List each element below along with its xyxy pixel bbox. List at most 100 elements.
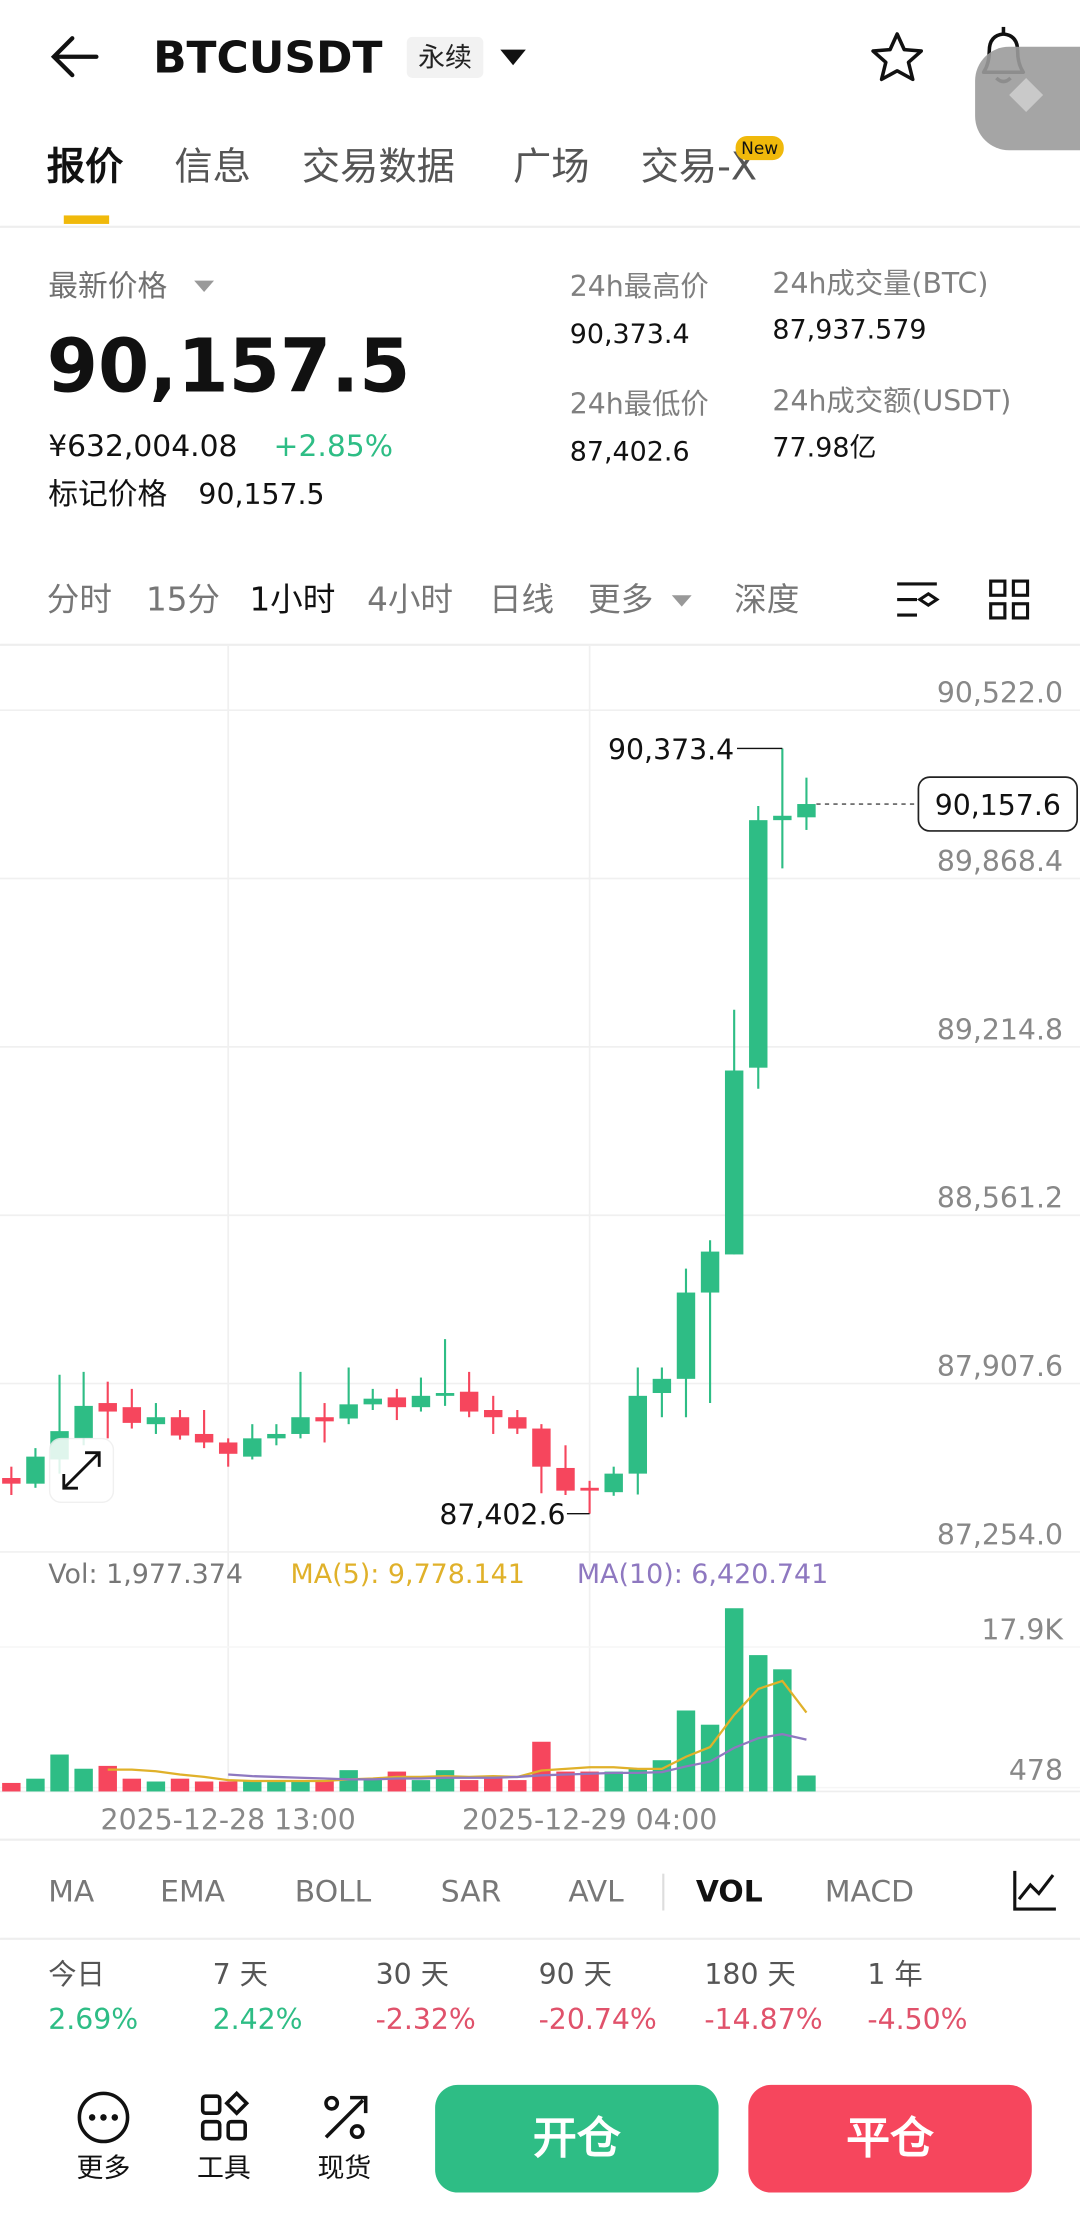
period-change: -14.87%	[704, 2003, 822, 2036]
period-change: -20.74%	[539, 2003, 657, 2036]
volume-bar	[484, 1775, 503, 1792]
candle-body	[773, 815, 792, 821]
low-label: 24h最低价	[570, 387, 709, 420]
timeframe[interactable]: 更多	[588, 581, 653, 619]
tab[interactable]: 交易数据	[302, 145, 455, 190]
chart-settings-icon[interactable]	[897, 582, 940, 617]
volume-bar	[122, 1778, 142, 1792]
timeframe-bar: 分时 15分 1小时 4小时 日线 更多 深度	[47, 581, 800, 619]
period-label: 今日	[48, 1958, 105, 1991]
volume-bar	[532, 1741, 551, 1792]
close-button-bg[interactable]	[748, 2084, 1032, 2193]
favorite-star[interactable]	[871, 32, 924, 82]
candle-body	[435, 1393, 455, 1396]
candle-body	[387, 1397, 407, 1408]
timeframe[interactable]: 1小时	[249, 581, 335, 619]
volume-bar	[676, 1710, 696, 1792]
volume-bar	[628, 1768, 648, 1792]
candle-body	[339, 1404, 358, 1419]
volume-bar	[315, 1780, 334, 1792]
tab-underline	[63, 215, 110, 224]
badge-bg	[406, 36, 484, 78]
more-icon[interactable]	[77, 2091, 130, 2144]
candle-body	[363, 1398, 382, 1405]
volume-bar	[26, 1778, 45, 1792]
volume-bar	[363, 1778, 382, 1792]
y-tick-label: 89,214.8	[937, 1013, 1063, 1046]
expand-icon[interactable]	[48, 1437, 115, 1504]
indicator-tab[interactable]: EMA	[160, 1875, 225, 1910]
volume-bar	[98, 1765, 117, 1792]
vol-usdt-label: 24h成交额(USDT)	[772, 385, 1011, 418]
symbol-dropdown[interactable]	[500, 49, 526, 66]
candle-body	[170, 1417, 190, 1436]
candle-body	[267, 1433, 286, 1439]
vol-btc-label: 24h成交量(BTC)	[772, 267, 988, 300]
indicator-tab[interactable]: BOLL	[295, 1875, 372, 1910]
timeframe[interactable]: 15分	[146, 581, 220, 619]
candle-body	[652, 1378, 672, 1394]
open-button[interactable]: 开仓	[533, 2113, 621, 2164]
volume-bar	[170, 1778, 190, 1792]
tool-label[interactable]: 工具	[197, 2153, 251, 2184]
candle-body	[676, 1292, 696, 1379]
indicator-tab[interactable]: VOL	[696, 1875, 763, 1910]
indicator-tab[interactable]: MACD	[825, 1875, 914, 1910]
volume-bar	[797, 1775, 816, 1792]
vol-usdt-value: 77.98亿	[772, 432, 876, 463]
candle-body	[628, 1395, 648, 1474]
indicator-bar: MAEMABOLLSARAVLVOLMACDR	[48, 1875, 1006, 1910]
volume-bar	[74, 1768, 93, 1792]
candle-body	[580, 1487, 599, 1491]
more-dropdown[interactable]	[671, 595, 692, 607]
tab[interactable]: 报价	[47, 145, 124, 190]
volume-bar	[267, 1781, 286, 1792]
close-button[interactable]: 平仓	[846, 2113, 934, 2164]
tools-icon[interactable]	[200, 2090, 250, 2141]
volume-bar	[459, 1780, 479, 1792]
timeframe[interactable]: 分时	[47, 581, 112, 619]
layout-icon[interactable]	[989, 579, 1030, 620]
volume-bar	[749, 1655, 768, 1792]
candle-body	[315, 1417, 334, 1422]
volume-bar	[556, 1771, 575, 1792]
volume-bar	[291, 1780, 310, 1792]
timeframe[interactable]: 深度	[734, 581, 799, 619]
indicator-settings-icon[interactable]	[1013, 1870, 1056, 1911]
indicator-tab[interactable]: SAR	[441, 1875, 501, 1910]
candle-body	[2, 1478, 21, 1484]
back-button[interactable]	[50, 36, 99, 78]
volume-bar	[218, 1781, 238, 1792]
new-badge: New	[741, 139, 778, 159]
tab[interactable]: 广场	[513, 145, 590, 190]
last-price: 90,157.5	[47, 325, 411, 410]
last-price-box	[917, 776, 1079, 832]
volume-bar	[146, 1781, 166, 1792]
period-label: 180 天	[704, 1958, 795, 1991]
timeframe[interactable]: 日线	[489, 581, 554, 619]
y-tick-label: 88,561.2	[937, 1182, 1063, 1215]
tool-label[interactable]: 现货	[318, 2153, 372, 2184]
performance-row: 今日 2.69% 7 天 2.42% 30 天 -2.32% 90 天 -20.74% 180 …	[48, 1958, 967, 2036]
cny-price: ¥632,004.08	[48, 429, 237, 464]
candle-body	[26, 1456, 45, 1484]
low-annotation: 87,402.6	[439, 1499, 565, 1532]
price-chart: 2025-12-28 13:00 2025-12-29 04:00 87,254.0…	[0, 644, 1080, 1836]
spot-icon[interactable]	[324, 2095, 368, 2140]
last-price-label: 最新价格	[48, 269, 167, 304]
candle-body	[122, 1407, 142, 1423]
y-tick-label: 478	[1009, 1754, 1063, 1787]
high-label: 24h最高价	[570, 270, 709, 303]
timeframe[interactable]: 4小时	[367, 581, 453, 619]
indicator-tab[interactable]: AVL	[568, 1875, 624, 1910]
tool-label[interactable]: 更多	[77, 2153, 131, 2184]
label-dropdown[interactable]	[194, 280, 215, 292]
last-price-label: 90,157.6	[935, 789, 1061, 822]
y-tick-label: 87,907.6	[937, 1350, 1063, 1383]
floating-button[interactable]	[975, 46, 1080, 151]
open-button-bg[interactable]	[435, 2084, 719, 2193]
volume-bar	[773, 1669, 792, 1792]
candle-body	[194, 1433, 214, 1443]
tab[interactable]: 信息	[174, 145, 250, 190]
indicator-tab[interactable]: MA	[48, 1875, 95, 1910]
